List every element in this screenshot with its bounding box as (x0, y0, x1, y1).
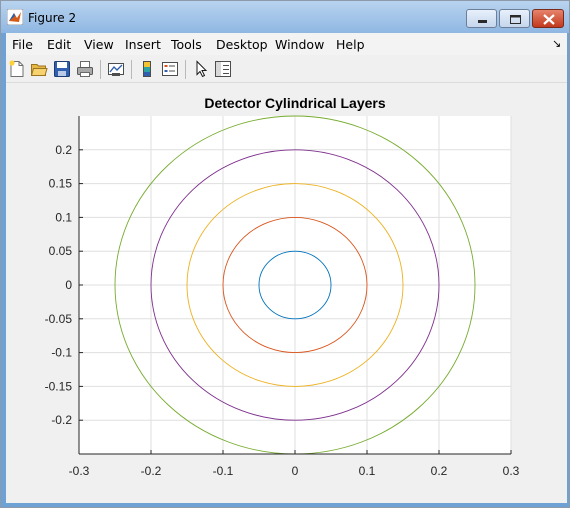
close-icon (543, 14, 555, 25)
x-tick-label: 0.2 (431, 464, 448, 478)
layer-circle (222, 216, 368, 354)
plot-svg[interactable]: Detector Cylindrical Layers -0.3 -0.2 -0.1… (6, 83, 567, 503)
new-figure-icon[interactable] (8, 60, 26, 78)
y-tick-label: 0.2 (55, 143, 72, 157)
maximize-button[interactable] (499, 9, 530, 28)
menu-edit[interactable]: Edit (47, 37, 72, 52)
x-tick-label: 0.3 (503, 464, 520, 478)
y-tick-label: 0 (65, 278, 72, 292)
client-area: File Edit View Insert Tools Desktop Wind… (6, 33, 567, 503)
y-tick-label: -0.15 (45, 379, 73, 393)
close-button[interactable] (532, 9, 564, 28)
window-title: Figure 2 (28, 11, 77, 25)
x-tick-label: 0 (292, 464, 299, 478)
link-plot-icon[interactable] (107, 60, 125, 78)
menu-desktop[interactable]: Desktop (216, 37, 268, 52)
toolbar-separator (185, 60, 186, 79)
open-file-icon[interactable] (30, 60, 48, 78)
menu-help[interactable]: Help (336, 37, 365, 52)
figure-area: Detector Cylindrical Layers -0.3 -0.2 -0.1… (6, 83, 567, 503)
maximize-icon (510, 15, 521, 24)
minimize-icon (478, 20, 487, 23)
property-editor-icon[interactable] (214, 60, 232, 78)
menu-file[interactable]: File (12, 37, 33, 52)
save-icon[interactable] (53, 60, 71, 78)
y-tick-label: 0.1 (55, 210, 72, 224)
y-tick-label: -0.05 (45, 312, 73, 326)
minimize-button[interactable] (466, 9, 497, 28)
menu-view[interactable]: View (84, 37, 114, 52)
tick-group: -0.3 -0.2 -0.1 0 0.1 0.2 0.3 -0.2 -0.15 -0.1 -0.05… (45, 143, 520, 478)
x-tick-label: 0.1 (359, 464, 376, 478)
matlab-icon (7, 9, 23, 25)
colorbar-icon[interactable] (138, 60, 156, 78)
y-tick-label: 0.05 (49, 244, 73, 258)
y-tick-label: -0.2 (51, 413, 72, 427)
y-tick-label: 0.15 (49, 177, 73, 191)
legend-icon[interactable] (161, 60, 179, 78)
x-tick-label: -0.3 (69, 464, 90, 478)
menu-bar: File Edit View Insert Tools Desktop Wind… (6, 33, 567, 55)
x-tick-label: -0.2 (141, 464, 162, 478)
chart-title: Detector Cylindrical Layers (204, 95, 386, 111)
layer-circle (150, 149, 440, 421)
layer-circle (186, 183, 404, 387)
menu-insert[interactable]: Insert (125, 37, 161, 52)
y-tick-label: -0.1 (51, 346, 72, 360)
toolbar-separator (131, 60, 132, 79)
toolbar-separator (100, 60, 101, 79)
dock-arrow-icon[interactable]: ↘ (552, 37, 562, 50)
pointer-icon[interactable] (192, 60, 210, 78)
print-icon[interactable] (76, 60, 94, 78)
toolbar (6, 56, 567, 83)
title-bar[interactable]: Figure 2 (1, 1, 569, 33)
menu-tools[interactable]: Tools (171, 37, 202, 52)
x-tick-label: -0.1 (213, 464, 234, 478)
menu-window[interactable]: Window (275, 37, 325, 52)
layer-circle (258, 250, 332, 320)
